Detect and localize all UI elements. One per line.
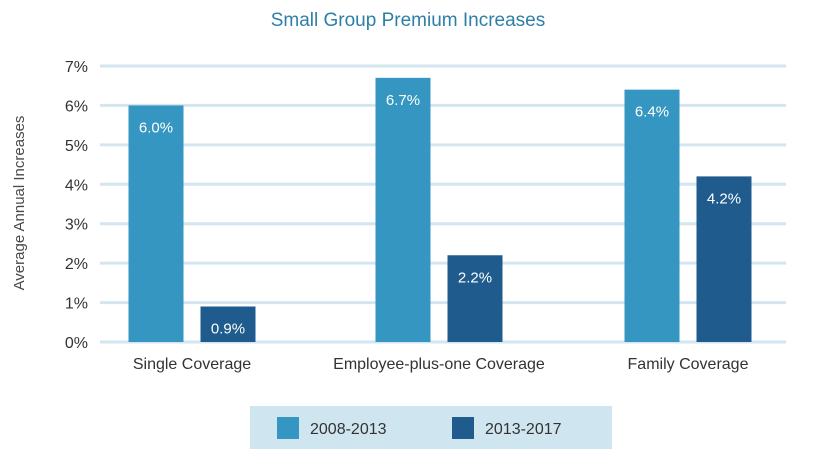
bar <box>696 176 752 342</box>
bar-value-label: 6.4% <box>635 104 669 121</box>
y-tick-label: 0% <box>65 335 88 352</box>
bar <box>200 306 256 342</box>
bar-value-label: 6.7% <box>386 92 420 109</box>
bar-value-label: 2.2% <box>458 269 492 286</box>
y-tick-label: 1% <box>65 296 88 313</box>
legend: 2008-2013 2013-2017 <box>250 406 612 449</box>
bars: 6.0% 0.9% 6.7% 2.2% 6.4% 4.2% <box>128 77 752 343</box>
y-axis-ticks: 0% 1% 2% 3% 4% 5% 6% 7% <box>65 59 88 352</box>
legend-box <box>250 406 612 449</box>
bar <box>375 77 431 342</box>
bar-value-label: 6.0% <box>139 119 173 136</box>
category-labels: Single Coverage Employee-plus-one Coverag… <box>133 356 749 373</box>
bar-value-label: 0.9% <box>211 321 245 338</box>
bar-value-label: 4.2% <box>707 190 741 207</box>
chart-title: Small Group Premium Increases <box>271 10 546 31</box>
legend-swatch <box>452 417 474 439</box>
y-tick-label: 3% <box>65 217 88 234</box>
legend-swatch <box>277 417 299 439</box>
category-label: Employee-plus-one Coverage <box>333 356 545 373</box>
category-label: Family Coverage <box>628 356 749 373</box>
gridlines <box>100 64 786 344</box>
y-tick-label: 4% <box>65 177 88 194</box>
bar <box>128 105 184 342</box>
category-label: Single Coverage <box>133 356 251 373</box>
legend-label: 2008-2013 <box>310 421 387 438</box>
bar <box>447 255 503 342</box>
y-tick-label: 7% <box>65 59 88 76</box>
y-tick-label: 5% <box>65 138 88 155</box>
y-tick-label: 6% <box>65 98 88 115</box>
y-tick-label: 2% <box>65 256 88 273</box>
bar <box>624 89 680 343</box>
legend-label: 2013-2017 <box>485 421 562 438</box>
y-axis-label: Average Annual Increases <box>11 116 28 291</box>
